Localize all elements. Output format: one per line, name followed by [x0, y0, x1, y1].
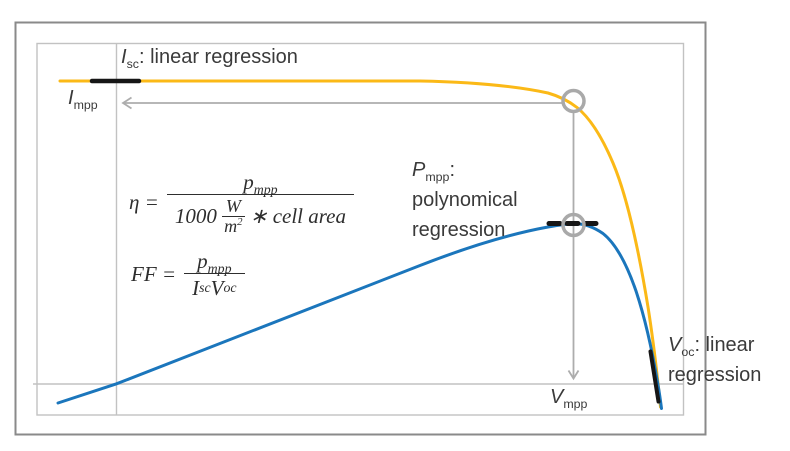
pmpp-label-line3: regression: [412, 219, 506, 241]
voc-text: : linear: [694, 334, 755, 356]
voc-label: Voc: linear regression: [668, 330, 761, 390]
plot-area-border: [36, 42, 685, 416]
ff-numerator: pmpp: [187, 249, 241, 277]
ff-lhs: FF =: [131, 262, 177, 287]
eta-den-rest: ∗ cell area: [249, 204, 346, 229]
eta-unit-fraction: W m2: [222, 197, 245, 236]
outer-frame: [14, 21, 707, 436]
eta-unit-numerator: W: [225, 196, 241, 217]
isc-symbol: I: [121, 46, 127, 68]
pmpp-label: Pmpp: polynomical regression: [412, 155, 518, 245]
isc-subscript: sc: [126, 57, 139, 71]
eta-lhs: η =: [129, 190, 159, 215]
vmpp-arrowhead-icon: [567, 370, 580, 381]
eta-numerator: pmpp: [233, 170, 287, 198]
iv-mpp-marker-circle: [561, 88, 586, 114]
pmpp-label-line1: Pmpp:: [412, 155, 518, 185]
eta-unit-den-exponent: 2: [237, 216, 243, 229]
voc-regression-segment: [648, 349, 661, 404]
voc-subscript: oc: [681, 345, 695, 359]
voc-label-line2: regression: [668, 364, 762, 386]
eta-num-symbol: p: [243, 170, 254, 194]
pv-curve: [56, 222, 663, 410]
eta-num-subscript: mpp: [253, 182, 278, 198]
eta-unit-denominator: m2: [222, 216, 245, 237]
efficiency-formula: η = pmpp 1000 W m2 ∗ cell area: [129, 170, 354, 236]
vmpp-label: Vmpp: [550, 386, 588, 411]
eta-fraction: pmpp 1000 W m2 ∗ cell area: [166, 170, 354, 236]
pmpp-subscript: mpp: [425, 170, 450, 184]
impp-subscript: mpp: [73, 98, 98, 112]
eta-denominator: 1000 W m2 ∗ cell area: [166, 194, 354, 236]
vmpp-symbol: V: [550, 386, 564, 408]
impp-arrowhead-icon: [121, 96, 132, 110]
ff-num-subscript: mpp: [207, 261, 232, 277]
isc-text: : linear regression: [138, 46, 298, 68]
pv-mpp-marker-circle: [561, 212, 586, 238]
eta-den-coefficient: 1000: [174, 204, 217, 229]
voc-symbol: V: [668, 334, 682, 356]
pmpp-symbol: P: [412, 159, 426, 181]
impp-label: Impp: [68, 87, 98, 112]
impp-symbol: I: [68, 87, 74, 109]
isc-label: Isc: linear regression: [121, 46, 298, 71]
eta-unit-den-symbol: m: [224, 216, 238, 237]
vmpp-subscript: mpp: [563, 397, 588, 411]
ff-den-i-symbol: I: [192, 276, 200, 301]
pmpp-label-line2: polynomical: [412, 189, 518, 211]
ff-den-v-symbol: V: [210, 276, 224, 301]
voc-label-line1: Voc: linear: [668, 330, 761, 360]
pmpp-colon: :: [449, 159, 456, 181]
ff-num-symbol: p: [197, 249, 208, 273]
iv-curve: [58, 79, 662, 409]
